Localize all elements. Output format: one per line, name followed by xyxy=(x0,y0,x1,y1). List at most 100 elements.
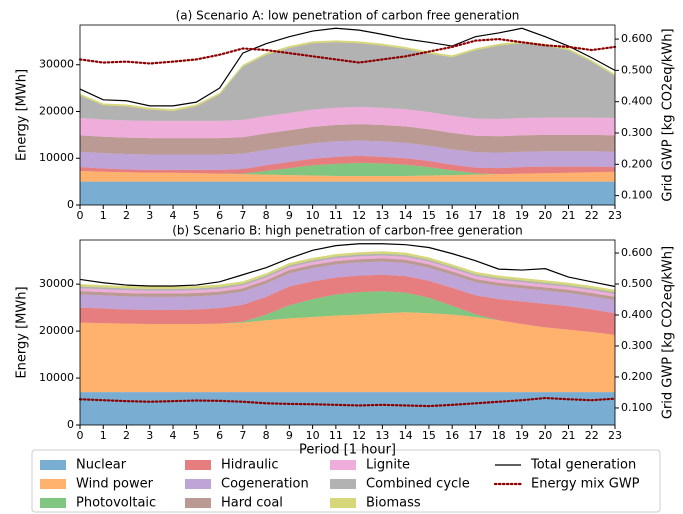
x-tick-label: 1 xyxy=(100,429,107,442)
x-tick-label: 1 xyxy=(100,209,107,222)
x-tick-label: 13 xyxy=(375,429,389,442)
y2-tick-label: 0.500 xyxy=(621,277,653,290)
y2-tick-label: 0.400 xyxy=(621,95,653,108)
x-tick-label: 7 xyxy=(239,209,246,222)
legend-label: Cogeneration xyxy=(221,477,309,492)
x-tick-label: 10 xyxy=(306,209,320,222)
area xyxy=(80,251,615,293)
y-axis-label: Energy [MWh] xyxy=(15,286,30,378)
x-tick-label: 23 xyxy=(608,429,622,442)
total-line xyxy=(79,243,616,288)
x-tick-label: 7 xyxy=(239,429,246,442)
x-tick-label: 3 xyxy=(146,429,153,442)
legend-swatch xyxy=(330,479,356,489)
x-tick-label: 14 xyxy=(399,209,413,222)
x-tick-label: 4 xyxy=(170,209,177,222)
x-tick-label: 18 xyxy=(492,429,506,442)
total-line xyxy=(79,27,616,107)
legend-swatch xyxy=(185,460,211,470)
x-tick-label: 5 xyxy=(193,429,200,442)
x-tick-label: 16 xyxy=(445,429,459,442)
x-tick-label: 8 xyxy=(263,429,270,442)
y2-tick-label: 0.600 xyxy=(621,246,653,259)
y-tick-label: 10000 xyxy=(39,151,74,164)
x-tick-label: 15 xyxy=(422,209,436,222)
legend-label: Hidraulic xyxy=(221,458,279,473)
x-tick-label: 23 xyxy=(608,209,622,222)
legend-swatch xyxy=(330,498,356,508)
y2-tick-label: 0.100 xyxy=(621,189,653,202)
area xyxy=(80,106,615,139)
legend-label: Energy mix GWP xyxy=(531,477,640,492)
legend-label: Biomass xyxy=(366,496,421,511)
x-tick-label: 6 xyxy=(216,209,223,222)
y2-tick-label: 0.300 xyxy=(621,339,653,352)
legend-label: Total generation xyxy=(530,458,636,473)
legend-swatch xyxy=(330,460,356,470)
x-tick-label: 12 xyxy=(352,429,366,442)
x-tick-label: 16 xyxy=(445,209,459,222)
legend-label: Lignite xyxy=(366,458,410,473)
area xyxy=(80,140,615,170)
x-tick-label: 20 xyxy=(538,209,552,222)
x-tick-label: 14 xyxy=(399,429,413,442)
area xyxy=(80,155,615,175)
area xyxy=(80,258,615,301)
legend-swatch xyxy=(40,479,66,489)
legend-label: Hard coal xyxy=(221,496,283,511)
plot-frame xyxy=(79,24,616,206)
legend-label: Wind power xyxy=(76,477,154,492)
x-axis-label: Period [1 hour] xyxy=(299,443,396,458)
area xyxy=(80,124,615,155)
y2-tick-label: 0.600 xyxy=(621,32,653,45)
y2-axis-label: Grid GWP [kg CO2eq/kWh] xyxy=(661,28,676,201)
y-tick-label: 20000 xyxy=(39,324,74,337)
x-tick-label: 12 xyxy=(352,209,366,222)
x-tick-label: 8 xyxy=(263,209,270,222)
x-tick-label: 21 xyxy=(561,429,575,442)
area xyxy=(80,162,615,177)
y-tick-label: 10000 xyxy=(39,371,74,384)
y-tick-label: 20000 xyxy=(39,104,74,117)
x-tick-label: 9 xyxy=(286,209,293,222)
area xyxy=(80,274,615,335)
y-tick-label: 0 xyxy=(67,198,74,211)
x-tick-label: 0 xyxy=(77,209,84,222)
y2-tick-label: 0.500 xyxy=(621,63,653,76)
x-tick-label: 9 xyxy=(286,429,293,442)
x-tick-label: 10 xyxy=(306,429,320,442)
x-tick-label: 5 xyxy=(193,209,200,222)
x-tick-label: 17 xyxy=(468,209,482,222)
gwp-line xyxy=(78,396,617,408)
x-tick-label: 11 xyxy=(329,209,343,222)
legend-swatch xyxy=(40,498,66,508)
area xyxy=(80,312,615,393)
x-tick-label: 20 xyxy=(538,429,552,442)
area xyxy=(80,392,615,425)
area xyxy=(80,255,615,297)
area xyxy=(80,181,615,205)
chart-title: (b) Scenario B: high penetration of carb… xyxy=(172,224,523,238)
chart-title: (a) Scenario A: low penetration of carbo… xyxy=(176,9,520,23)
y2-tick-label: 0.200 xyxy=(621,157,653,170)
legend-swatch xyxy=(185,498,211,508)
x-tick-label: 18 xyxy=(492,209,506,222)
x-tick-label: 22 xyxy=(585,209,599,222)
x-tick-label: 17 xyxy=(468,429,482,442)
legend-swatch xyxy=(185,479,211,489)
x-tick-label: 21 xyxy=(561,209,575,222)
plot-frame xyxy=(79,239,616,426)
area xyxy=(80,42,615,121)
gwp-line xyxy=(78,37,617,65)
x-tick-label: 22 xyxy=(585,429,599,442)
x-tick-label: 2 xyxy=(123,429,130,442)
y-tick-label: 0 xyxy=(67,418,74,431)
legend-label: Photovoltaic xyxy=(76,496,156,511)
area xyxy=(80,40,615,112)
x-tick-label: 13 xyxy=(375,209,389,222)
x-tick-label: 11 xyxy=(329,429,343,442)
area xyxy=(80,291,615,335)
x-tick-label: 0 xyxy=(77,429,84,442)
y-tick-label: 30000 xyxy=(39,277,74,290)
